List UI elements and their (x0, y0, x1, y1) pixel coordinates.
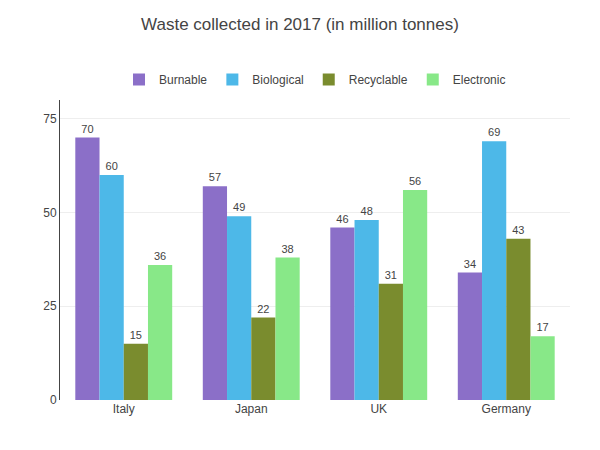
svg-text:25: 25 (43, 299, 57, 313)
svg-text:50: 50 (43, 206, 57, 220)
svg-text:Japan: Japan (235, 402, 268, 416)
svg-text:43: 43 (512, 224, 524, 236)
svg-text:UK: UK (370, 402, 387, 416)
svg-text:34: 34 (464, 258, 476, 270)
svg-text:49: 49 (233, 201, 245, 213)
svg-text:36: 36 (154, 250, 166, 262)
svg-text:46: 46 (336, 213, 348, 225)
svg-text:69: 69 (488, 126, 500, 138)
svg-text:17: 17 (536, 321, 548, 333)
svg-text:Burnable: Burnable (159, 73, 207, 87)
svg-text:22: 22 (257, 303, 269, 315)
svg-text:15: 15 (130, 329, 142, 341)
svg-text:38: 38 (281, 243, 293, 255)
svg-text:Italy: Italy (113, 402, 135, 416)
svg-text:Germany: Germany (482, 402, 531, 416)
svg-text:60: 60 (106, 160, 118, 172)
svg-text:Biological: Biological (252, 73, 303, 87)
svg-text:Recyclable: Recyclable (349, 73, 408, 87)
svg-text:70: 70 (81, 123, 93, 135)
svg-text:48: 48 (361, 205, 373, 217)
svg-text:Waste collected in 2017 (in mi: Waste collected in 2017 (in million tonn… (141, 15, 459, 34)
svg-text:56: 56 (409, 175, 421, 187)
svg-text:Electronic: Electronic (453, 73, 506, 87)
svg-text:75: 75 (43, 112, 57, 126)
svg-text:0: 0 (50, 393, 57, 407)
svg-text:31: 31 (385, 269, 397, 281)
svg-text:57: 57 (209, 171, 221, 183)
